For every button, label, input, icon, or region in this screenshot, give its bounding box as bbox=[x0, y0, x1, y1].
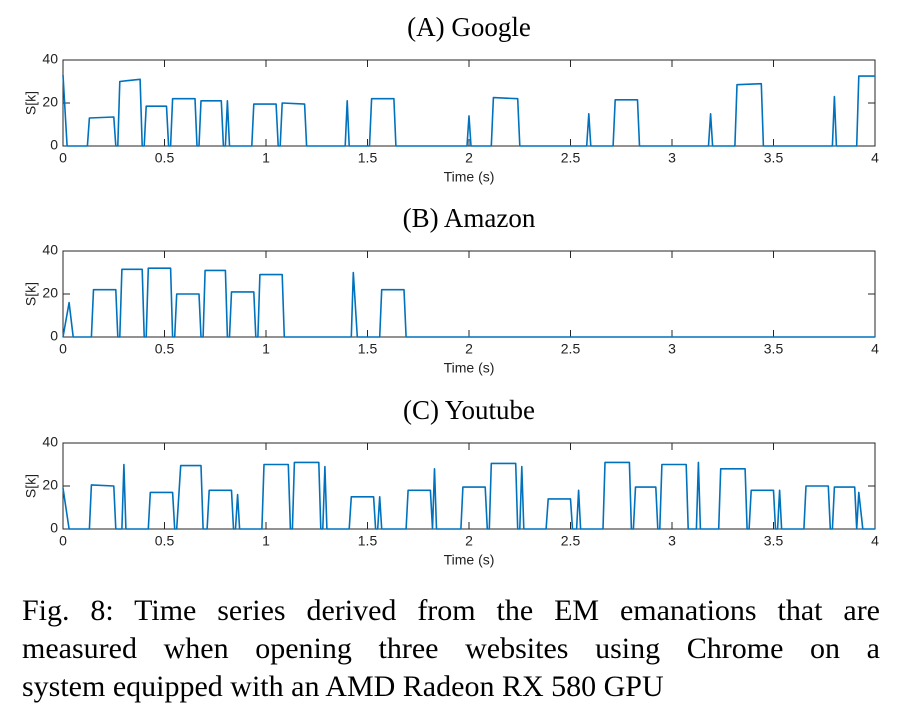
x-tick-label: 2 bbox=[465, 533, 473, 549]
x-tick-label: 1 bbox=[262, 150, 270, 166]
x-tick-label: 1 bbox=[262, 533, 270, 549]
x-tick-label: 2 bbox=[465, 150, 473, 166]
x-tick-label: 3.5 bbox=[764, 150, 784, 166]
x-tick-label: 0.5 bbox=[155, 533, 175, 549]
x-tick-label: 2 bbox=[465, 341, 473, 357]
x-tick-label: 1.5 bbox=[358, 341, 378, 357]
data-line bbox=[62, 267, 875, 338]
x-tick-label: 3 bbox=[668, 341, 676, 357]
x-tick-label: 2.5 bbox=[561, 533, 581, 549]
y-axis-label: S[k] bbox=[23, 282, 39, 306]
chart-title: (A) Google bbox=[407, 12, 531, 42]
axes-box bbox=[62, 442, 876, 530]
x-axis-label: Time (s) bbox=[444, 360, 495, 376]
caption: Fig. 8: Time series derived from the EM … bbox=[22, 592, 880, 706]
y-tick-label: 20 bbox=[42, 285, 58, 301]
x-tick-label: 3 bbox=[668, 150, 676, 166]
caption-line: system equipped with an AMD Radeon RX 58… bbox=[22, 670, 664, 703]
x-tick-label: 0 bbox=[59, 533, 67, 549]
y-tick-label: 0 bbox=[50, 137, 58, 153]
caption-line: Fig. 8: Time series derived from the EM … bbox=[22, 594, 880, 627]
chart-title: (B) Amazon bbox=[403, 203, 536, 233]
x-tick-label: 4 bbox=[871, 341, 879, 357]
y-tick-label: 40 bbox=[42, 242, 58, 258]
x-tick-label: 0.5 bbox=[155, 341, 175, 357]
x-axis-label: Time (s) bbox=[444, 552, 495, 568]
y-tick-label: 40 bbox=[42, 51, 58, 67]
x-tick-label: 0 bbox=[59, 150, 67, 166]
x-tick-label: 2.5 bbox=[561, 150, 581, 166]
x-tick-label: 0.5 bbox=[155, 150, 175, 166]
y-tick-label: 20 bbox=[42, 94, 58, 110]
y-tick-label: 40 bbox=[42, 434, 58, 450]
x-tick-label: 4 bbox=[871, 150, 879, 166]
y-tick-label: 20 bbox=[42, 477, 58, 493]
chart-title: (C) Youtube bbox=[403, 395, 535, 425]
x-tick-label: 4 bbox=[871, 533, 879, 549]
x-tick-label: 3 bbox=[668, 533, 676, 549]
data-line bbox=[62, 461, 875, 530]
x-tick-label: 3.5 bbox=[764, 533, 784, 549]
x-tick-label: 2.5 bbox=[561, 341, 581, 357]
y-axis-label: S[k] bbox=[23, 474, 39, 498]
y-axis-label: S[k] bbox=[23, 91, 39, 115]
x-tick-label: 0 bbox=[59, 341, 67, 357]
x-tick-label: 1 bbox=[262, 341, 270, 357]
y-tick-label: 0 bbox=[50, 520, 58, 536]
x-tick-label: 1.5 bbox=[358, 533, 378, 549]
caption-line: measured when opening three websites usi… bbox=[22, 632, 880, 665]
data-line bbox=[62, 74, 875, 147]
axes-box bbox=[62, 59, 876, 147]
x-tick-label: 3.5 bbox=[764, 341, 784, 357]
x-tick-label: 1.5 bbox=[358, 150, 378, 166]
y-tick-label: 0 bbox=[50, 328, 58, 344]
x-axis-label: Time (s) bbox=[444, 169, 495, 185]
